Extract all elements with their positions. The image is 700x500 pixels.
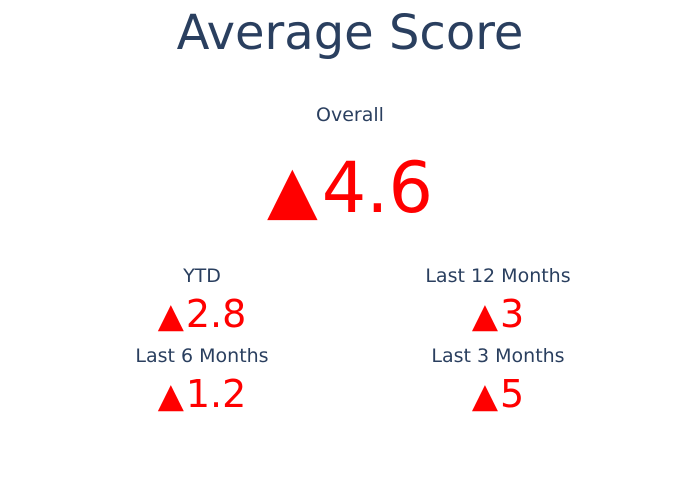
indicator-number: 1.2 (185, 372, 247, 416)
indicator-value: ▲4.6 (200, 146, 500, 232)
chart-title: Average Score (176, 5, 524, 61)
indicator-label: Last 6 Months (135, 345, 269, 367)
indicator-value: ▲2.8 (80, 291, 324, 339)
indicator-last-6-months: Last 6 Months ▲1.2 (80, 343, 324, 423)
indicator-number: 3 (499, 292, 525, 336)
indicator-ytd: YTD ▲2.8 (80, 263, 324, 343)
indicator-label: Last 12 Months (425, 265, 571, 287)
indicator-last-3-months: Last 3 Months ▲5 (376, 343, 620, 423)
indicator-number: 2.8 (185, 292, 247, 336)
indicator-label: Last 3 Months (431, 345, 565, 367)
indicator-value: ▲5 (376, 371, 620, 419)
up-arrow-icon: ▲ (471, 296, 498, 336)
up-arrow-icon: ▲ (157, 376, 184, 416)
indicator-label: Overall (316, 104, 384, 126)
indicator-last-12-months: Last 12 Months ▲3 (376, 263, 620, 343)
up-arrow-icon: ▲ (471, 376, 498, 416)
indicator-overall: Overall ▲4.6 (200, 100, 500, 230)
indicator-label: YTD (183, 265, 221, 287)
up-arrow-icon: ▲ (266, 151, 318, 228)
indicator-value: ▲3 (376, 291, 620, 339)
up-arrow-icon: ▲ (157, 296, 184, 336)
indicator-number: 5 (499, 372, 525, 416)
indicator-number: 4.6 (321, 147, 434, 229)
indicator-value: ▲1.2 (80, 371, 324, 419)
